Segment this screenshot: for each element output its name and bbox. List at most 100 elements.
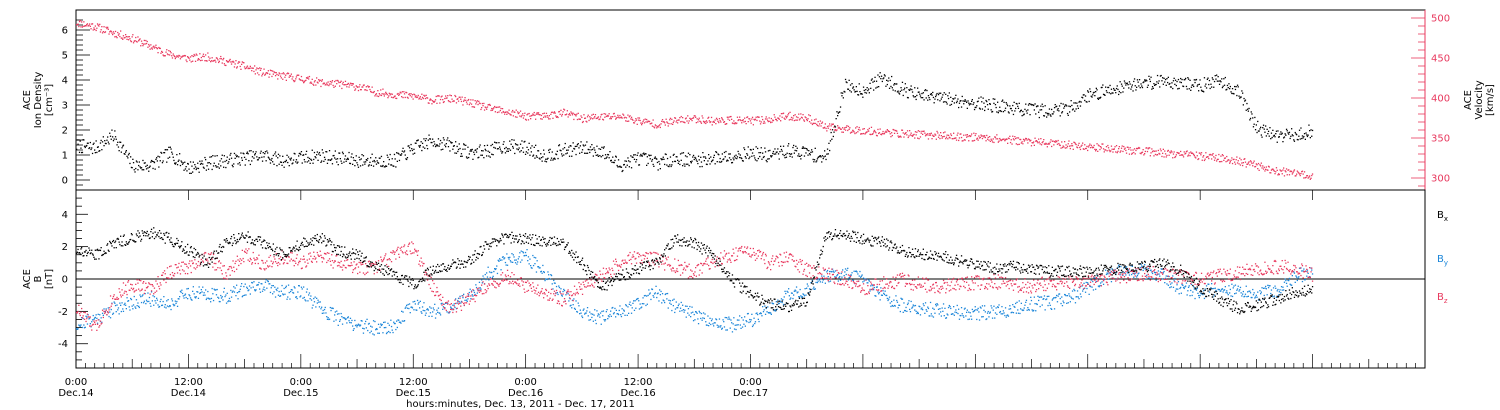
density-point xyxy=(1027,104,1030,106)
by-point xyxy=(385,326,387,329)
density-point xyxy=(966,101,968,103)
density-point xyxy=(650,154,652,156)
velocity-point xyxy=(517,111,519,113)
density-point xyxy=(1257,120,1259,123)
by-point xyxy=(721,327,723,329)
density-point xyxy=(753,155,755,157)
density-point xyxy=(935,94,937,96)
by-point xyxy=(582,309,584,311)
density-point xyxy=(725,150,727,153)
by-point xyxy=(112,313,114,315)
density-point xyxy=(283,166,285,168)
density-point xyxy=(256,156,258,158)
density-point xyxy=(1296,138,1298,141)
density-point xyxy=(262,152,264,154)
velocity-point xyxy=(122,35,125,37)
velocity-point xyxy=(1033,144,1035,146)
density-point xyxy=(1251,113,1253,115)
velocity-point xyxy=(514,111,516,113)
velocity-point xyxy=(605,115,607,117)
by-point xyxy=(157,304,159,306)
by-point xyxy=(78,324,80,326)
density-point xyxy=(318,151,321,154)
by-point xyxy=(878,291,881,294)
velocity-point xyxy=(774,116,776,118)
density-point xyxy=(132,158,134,160)
by-point xyxy=(151,300,153,302)
density-point xyxy=(1285,128,1288,130)
velocity-point xyxy=(775,118,777,120)
density-point xyxy=(857,94,860,96)
by-point xyxy=(86,316,88,318)
velocity-point xyxy=(626,120,628,122)
velocity-point xyxy=(867,129,869,131)
by-point xyxy=(680,301,682,304)
by-point xyxy=(469,288,471,290)
density-point xyxy=(144,162,146,164)
by-point xyxy=(595,322,597,325)
density-point xyxy=(894,90,896,92)
by-point xyxy=(1095,288,1097,290)
by-point xyxy=(266,287,268,289)
by-point xyxy=(136,305,138,307)
density-point xyxy=(517,144,519,146)
by-point xyxy=(754,322,756,325)
density-point xyxy=(556,150,558,152)
density-point xyxy=(902,94,904,97)
velocity-point xyxy=(161,51,164,53)
velocity-point xyxy=(973,139,976,142)
density-point xyxy=(193,167,195,170)
velocity-point xyxy=(696,118,698,120)
velocity-point xyxy=(496,106,498,108)
density-point xyxy=(523,141,525,143)
density-point xyxy=(396,160,398,162)
velocity-point xyxy=(726,123,728,125)
by-point xyxy=(414,303,416,305)
velocity-point xyxy=(1182,154,1184,156)
velocity-point xyxy=(800,116,803,118)
velocity-point xyxy=(1185,152,1187,154)
by-point xyxy=(625,304,627,306)
by-point xyxy=(699,312,701,314)
density-point xyxy=(269,162,272,164)
by-point xyxy=(142,294,144,296)
density-point xyxy=(791,156,793,158)
by-point xyxy=(94,317,96,319)
velocity-point xyxy=(1128,148,1130,150)
by-point xyxy=(812,288,814,290)
density-point xyxy=(445,143,447,145)
by-point xyxy=(509,256,511,258)
by-point xyxy=(1003,312,1005,314)
velocity-point xyxy=(949,137,951,139)
velocity-point xyxy=(282,72,285,74)
density-point xyxy=(1185,77,1187,80)
by-point xyxy=(235,295,237,297)
by-point xyxy=(594,319,597,321)
density-point xyxy=(230,152,232,155)
velocity-point xyxy=(978,137,981,139)
velocity-point xyxy=(413,93,415,95)
by-point xyxy=(955,309,957,311)
by-point xyxy=(584,313,586,315)
velocity-point xyxy=(702,120,705,122)
velocity-point xyxy=(303,82,305,84)
by-point xyxy=(524,254,526,257)
by-point xyxy=(172,303,174,305)
velocity-point xyxy=(940,135,942,137)
by-point xyxy=(727,318,729,320)
velocity-point xyxy=(494,111,496,113)
velocity-point xyxy=(831,123,834,126)
velocity-point xyxy=(630,116,633,118)
density-point xyxy=(1179,81,1181,83)
density-point xyxy=(1144,79,1146,81)
density-point xyxy=(623,163,625,166)
density-point xyxy=(253,157,255,159)
velocity-point xyxy=(1053,140,1056,143)
by-point xyxy=(664,301,666,304)
density-point xyxy=(868,92,870,94)
by-point xyxy=(194,296,196,298)
density-point xyxy=(207,162,209,164)
density-point xyxy=(710,156,712,158)
velocity-point xyxy=(999,137,1001,140)
density-point xyxy=(499,146,501,148)
